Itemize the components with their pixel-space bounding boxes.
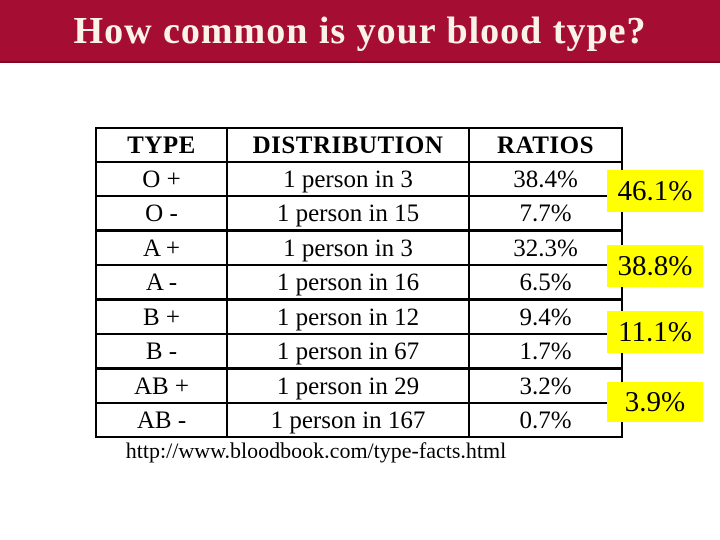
group-total-value: 46.1% (617, 174, 693, 207)
cell-distribution: 1 person in 12 (226, 298, 470, 335)
cell-ratio: 3.2% (468, 367, 623, 404)
cell-ratio: 1.7% (468, 333, 623, 370)
table-row: O + 1 person in 3 38.4% (95, 161, 623, 197)
cell-distribution: 1 person in 15 (226, 195, 470, 232)
cell-blood-type: O - (95, 195, 228, 232)
table-row: O - 1 person in 15 7.7% (95, 195, 623, 232)
cell-ratio: 7.7% (468, 195, 623, 232)
column-header-ratios: RATIOS (468, 127, 623, 163)
group-total-badge: 3.9% (607, 382, 703, 422)
cell-distribution: 1 person in 16 (226, 264, 470, 301)
group-total-badge: 38.8% (607, 245, 703, 287)
table-row: A - 1 person in 16 6.5% (95, 264, 623, 301)
column-header-distribution: DISTRIBUTION (226, 127, 470, 163)
cell-blood-type: B + (95, 298, 228, 335)
table-row: B - 1 person in 67 1.7% (95, 333, 623, 370)
cell-distribution: 1 person in 3 (226, 229, 470, 266)
cell-ratio: 38.4% (468, 161, 623, 197)
source-url: http://www.bloodbook.com/type-facts.html (125, 438, 507, 463)
group-total-value: 3.9% (624, 385, 686, 418)
cell-distribution: 1 person in 67 (226, 333, 470, 370)
table-row: B + 1 person in 12 9.4% (95, 298, 623, 335)
slide-title: How common is your blood type? (73, 9, 647, 52)
cell-blood-type: AB - (95, 402, 228, 438)
cell-ratio: 9.4% (468, 298, 623, 335)
title-banner: How common is your blood type? (0, 0, 720, 63)
cell-distribution: 1 person in 29 (226, 367, 470, 404)
cell-blood-type: AB + (95, 367, 228, 404)
cell-ratio: 32.3% (468, 229, 623, 266)
cell-blood-type: A + (95, 229, 228, 266)
column-header-type: TYPE (95, 127, 228, 163)
cell-ratio: 6.5% (468, 264, 623, 301)
group-total-badge: 11.1% (607, 311, 703, 353)
table-row: AB - 1 person in 167 0.7% (95, 402, 623, 438)
group-total-value: 11.1% (618, 315, 692, 348)
cell-blood-type: B - (95, 333, 228, 370)
cell-distribution: 1 person in 3 (226, 161, 470, 197)
table-row: A + 1 person in 3 32.3% (95, 229, 623, 266)
cell-distribution: 1 person in 167 (226, 402, 470, 438)
table-header-row: TYPE DISTRIBUTION RATIOS (95, 127, 623, 163)
cell-blood-type: A - (95, 264, 228, 301)
blood-type-table: TYPE DISTRIBUTION RATIOS O + 1 person in… (95, 127, 623, 438)
cell-ratio: 0.7% (468, 402, 623, 438)
group-total-value: 38.8% (617, 249, 693, 282)
cell-blood-type: O + (95, 161, 228, 197)
group-total-badge: 46.1% (607, 170, 703, 212)
blood-type-table-wrap: TYPE DISTRIBUTION RATIOS O + 1 person in… (95, 127, 623, 438)
table-row: AB + 1 person in 29 3.2% (95, 367, 623, 404)
